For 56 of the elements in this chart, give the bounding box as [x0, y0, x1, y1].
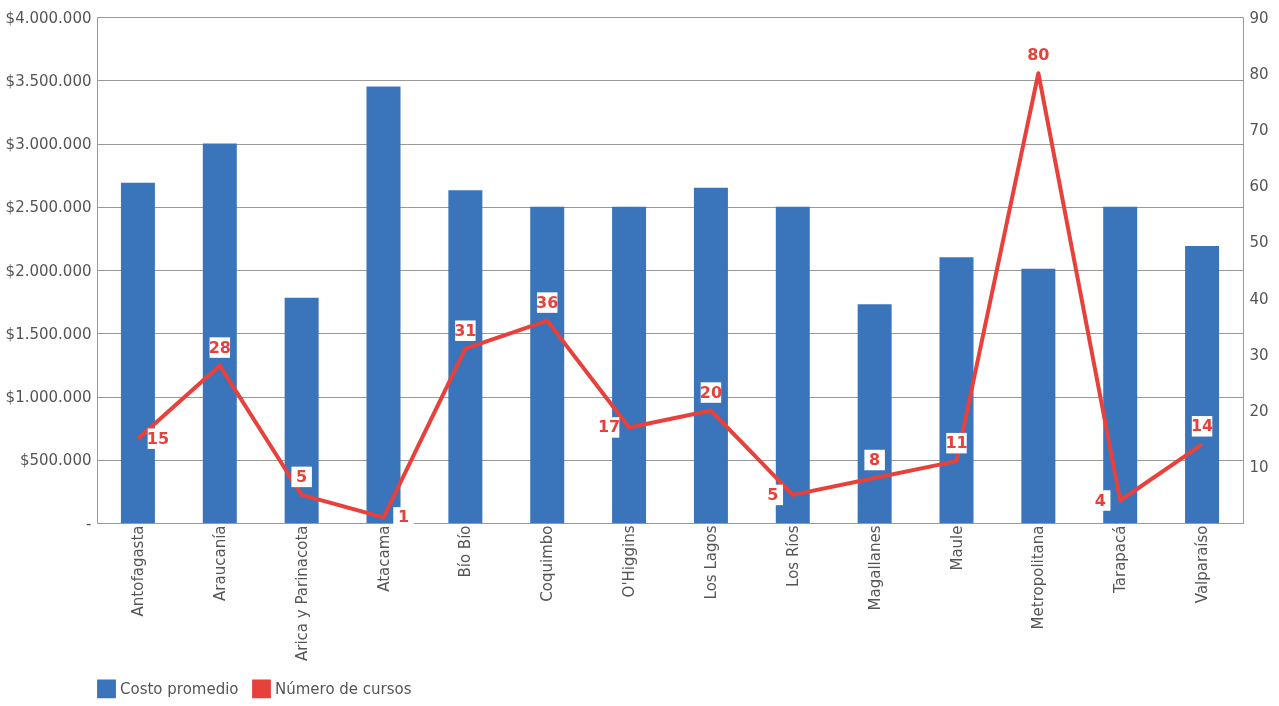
y-tick-label: $3.500.000 [5, 71, 92, 90]
bar [1021, 268, 1056, 523]
data-label: 80 [1027, 45, 1050, 65]
bar [939, 257, 974, 523]
data-label: 5 [767, 484, 779, 504]
data-label: 8 [869, 450, 881, 470]
x-tick-label: Maule [947, 525, 966, 571]
data-label: 31 [454, 320, 477, 340]
y-tick-label: $1.000.000 [5, 388, 92, 406]
x-tick-label: Antofagasta [128, 525, 147, 617]
legend-label: Número de cursos [275, 679, 412, 698]
data-label: 28 [208, 337, 231, 357]
y-tick-label: $2.000.000 [5, 261, 92, 280]
y-tick-label: $500.000 [19, 451, 92, 470]
data-label: 15 [146, 428, 170, 448]
data-label: 17 [597, 417, 621, 437]
x-tick-label: O'Higgins [620, 525, 639, 598]
y2-tick-label: 20 [1249, 402, 1269, 421]
y-tick-label: - [86, 514, 92, 533]
y2-tick-label: 80 [1249, 64, 1269, 83]
bar [202, 143, 237, 523]
x-tick-label: Los Ríos [783, 525, 802, 587]
data-label: 5 [296, 466, 308, 486]
bar [530, 206, 565, 523]
y2-tick-label: 30 [1249, 345, 1269, 364]
bar [857, 304, 892, 523]
x-tick-label: Magallanes [865, 525, 884, 611]
x-tick-label: Arica y Parinacota [292, 525, 311, 662]
x-tick-label: Atacama [374, 525, 393, 592]
data-label: 4 [1094, 490, 1106, 510]
y-tick-label: $4.000.000 [5, 8, 92, 27]
x-tick-label: Tarapacá [1111, 525, 1130, 594]
x-tick-label: Bío Bío [456, 525, 475, 578]
data-label: 11 [945, 433, 968, 453]
x-tick-label: Valparaíso [1193, 525, 1212, 604]
bar [366, 86, 401, 523]
x-tick-label: Coquimbo [538, 525, 557, 602]
data-label: 36 [536, 292, 559, 312]
bar [448, 190, 483, 523]
y2-tick-label: 70 [1249, 120, 1269, 139]
bar [1185, 245, 1220, 523]
bar [284, 297, 319, 523]
data-label: 1 [397, 507, 410, 527]
x-tick-label: Metropolitana [1029, 525, 1048, 630]
x-tick-label: Araucanía [210, 525, 229, 601]
y2-tick-label: 50 [1249, 233, 1269, 252]
legend-label: Costo promedio [120, 679, 239, 698]
y2-tick-label: 40 [1249, 289, 1269, 308]
bar [693, 187, 728, 523]
y2-tick-label: 90 [1249, 8, 1269, 27]
y-tick-label: $3.000.000 [5, 135, 92, 153]
y2-tick-label: 10 [1249, 458, 1269, 477]
y2-tick-label: 60 [1249, 177, 1269, 196]
y-tick-label: $2.500.000 [5, 198, 92, 217]
x-tick-label: Los Lagos [701, 525, 720, 600]
y-tick-label: $1.500.000 [5, 324, 92, 343]
